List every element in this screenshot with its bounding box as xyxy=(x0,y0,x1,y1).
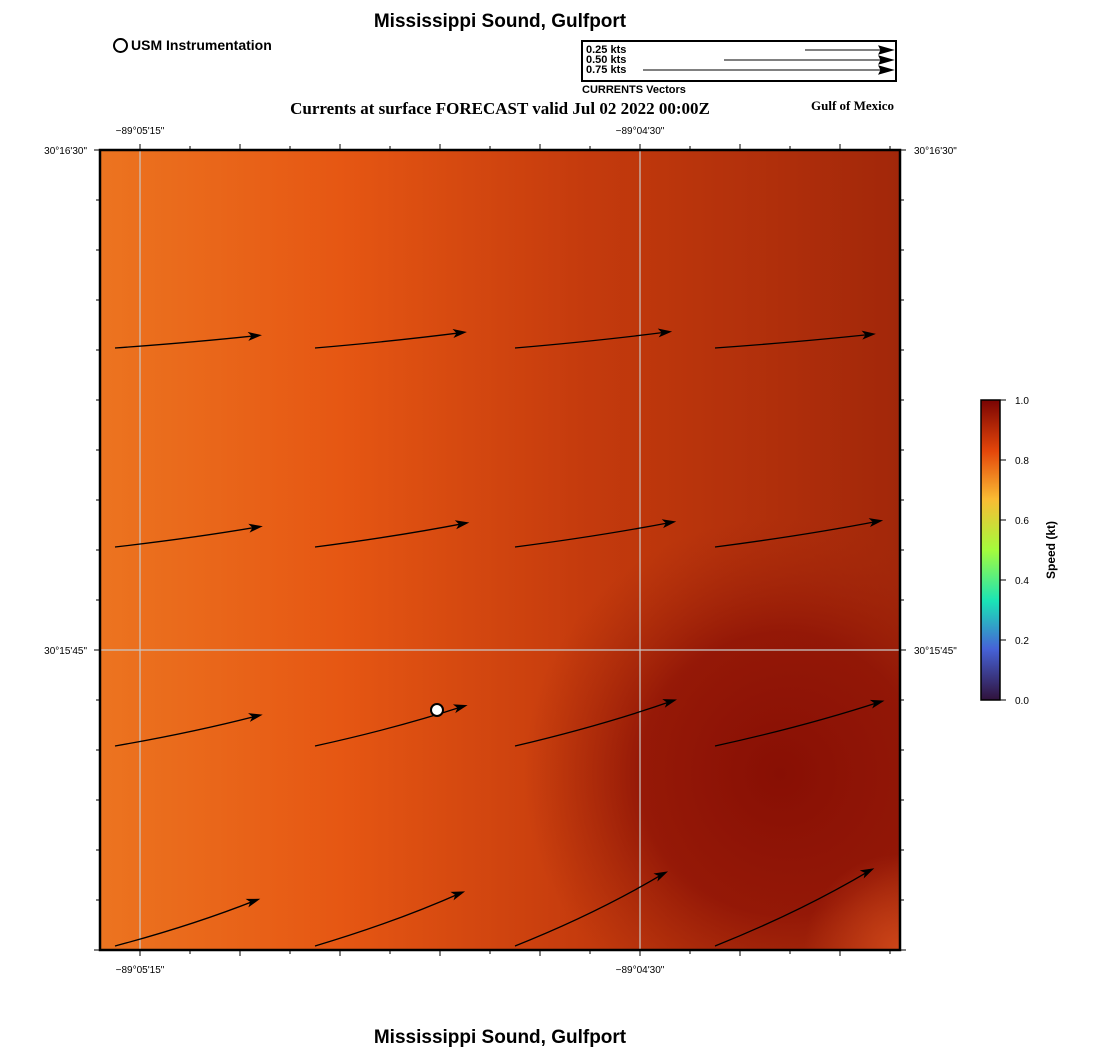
current-vector-r1c3 xyxy=(514,331,669,349)
current-vector-r3c3 xyxy=(514,700,674,747)
axis-labels: −89°05'15" −89°04'30" −89°05'15" −89°04'… xyxy=(44,126,957,976)
current-vector-head-r2c4 xyxy=(868,518,884,528)
current-vector-r3c4 xyxy=(714,700,881,747)
colorbar-ramp xyxy=(980,399,1001,701)
vector-legend-box: 0.25 kts 0.50 kts 0.75 kts xyxy=(581,40,897,82)
current-vector-head-r3c2 xyxy=(452,704,468,714)
colorbar-tick-label-5: 1.0 xyxy=(1015,396,1029,407)
current-vector-r2c3 xyxy=(514,521,673,548)
current-vector-r1c4 xyxy=(714,333,872,349)
vector-legend-caption: CURRENTS Vectors xyxy=(582,84,686,96)
vector-legend-arrowhead-025 xyxy=(878,45,895,55)
x-label-top-2: −89°04'30" xyxy=(616,126,665,137)
vector-legend-label-075: 0.75 kts xyxy=(586,64,627,76)
forecast-subtitle: Currents at surface FORECAST valid Jul 0… xyxy=(290,99,710,118)
station-legend-label: USM Instrumentation xyxy=(131,37,272,53)
current-vector-head-r1c4 xyxy=(861,330,876,340)
x-label-top-1: −89°05'15" xyxy=(116,126,165,137)
speed-field xyxy=(100,150,900,950)
vector-legend-label-050: 0.50 kts xyxy=(586,54,627,66)
station-marker-icon xyxy=(113,37,128,53)
current-vector-head-r1c2 xyxy=(452,329,467,338)
current-vector-head-r4c2 xyxy=(450,891,466,901)
station-legend: USM Instrumentation xyxy=(113,37,272,53)
current-vector-r4c3 xyxy=(514,872,665,947)
current-vector-r3c2 xyxy=(314,705,464,747)
colorbar-ticks: 0.0 0.2 0.4 0.6 0.8 1.0 xyxy=(1000,396,1029,707)
current-vector-r3c1 xyxy=(114,714,259,747)
current-vector-r2c2 xyxy=(314,522,466,548)
footer-title: Mississippi Sound, Gulfport xyxy=(373,1027,627,1048)
y-label-left-2: 30°15'45" xyxy=(44,646,87,657)
colorbar-tick-label-2: 0.4 xyxy=(1015,576,1029,587)
colorbar-tick-label-3: 0.6 xyxy=(1015,516,1029,527)
map-title: Mississippi Sound, Gulfport xyxy=(373,11,627,32)
vector-legend-label-025: 0.25 kts xyxy=(586,44,627,56)
vector-legend-arrows xyxy=(643,45,895,75)
graticule xyxy=(100,150,900,950)
current-vector-r4c2 xyxy=(314,892,462,947)
current-vector-head-r4c1 xyxy=(245,898,261,908)
colorbar-label: Speed (kt) xyxy=(1044,521,1058,579)
x-label-bottom-1: −89°05'15" xyxy=(116,965,165,976)
colorbar-tick-label-4: 0.8 xyxy=(1015,456,1029,467)
current-vector-r1c1 xyxy=(114,334,259,349)
colorbar: 0.0 0.2 0.4 0.6 0.8 1.0 Speed (kt) xyxy=(980,396,1058,707)
current-vector-head-r3c1 xyxy=(248,713,263,722)
y-label-left-1: 30°16'30" xyxy=(44,146,87,157)
vector-legend-arrowhead-075 xyxy=(878,65,895,75)
current-vectors xyxy=(114,328,885,947)
current-vector-head-r3c4 xyxy=(869,699,885,709)
current-vector-r1c2 xyxy=(314,331,464,349)
current-vector-r2c4 xyxy=(714,520,880,548)
colorbar-tick-label-0: 0.0 xyxy=(1015,696,1029,707)
current-vector-head-r4c3 xyxy=(653,871,669,882)
current-vector-r4c4 xyxy=(714,869,872,947)
current-vector-head-r2c1 xyxy=(248,523,263,533)
current-vector-head-r4c4 xyxy=(859,868,875,879)
current-vector-r4c1 xyxy=(114,899,257,947)
y-label-right-2: 30°15'45" xyxy=(914,646,957,657)
frame-ticks xyxy=(94,144,906,956)
current-vector-head-r3c3 xyxy=(662,699,677,708)
current-vector-head-r2c3 xyxy=(661,519,677,529)
region-label: Gulf of Mexico xyxy=(811,98,895,113)
x-label-bottom-2: −89°04'30" xyxy=(616,965,665,976)
current-vector-r2c1 xyxy=(114,526,259,548)
colorbar-tick-label-1: 0.2 xyxy=(1015,636,1029,647)
current-vector-head-r1c1 xyxy=(247,331,262,341)
y-label-right-1: 30°16'30" xyxy=(914,146,957,157)
vector-legend-arrowhead-050 xyxy=(878,55,895,65)
station-marker[interactable] xyxy=(430,703,444,717)
current-vector-head-r2c2 xyxy=(454,520,470,530)
current-vector-head-r1c3 xyxy=(657,328,673,338)
